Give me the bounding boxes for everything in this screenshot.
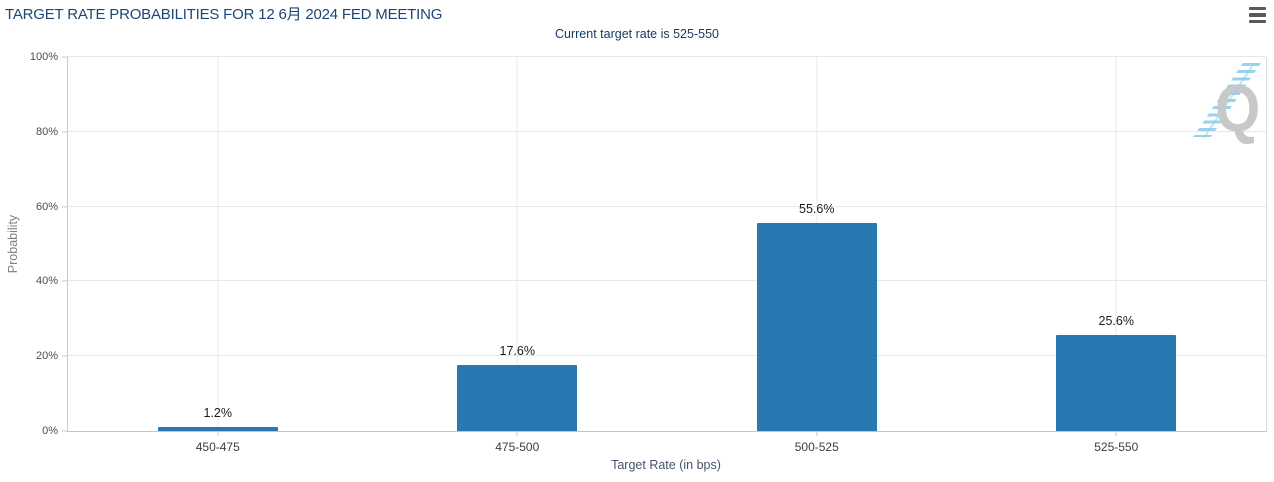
y-axis-tick: [62, 131, 68, 133]
x-axis-tick-label: 525-550: [1094, 440, 1139, 454]
bar-525-550: [1056, 335, 1177, 431]
y-axis-tick-label: 80%: [35, 125, 58, 138]
y-axis-tick-label: 40%: [35, 275, 58, 288]
gridline-horizontal: [68, 130, 1266, 132]
plot-area: Q 0% 20% 40% 60% 80% 100% 1.2% 450-475 17.6% 475-…: [30, 51, 1267, 454]
y-axis-tick: [62, 430, 68, 432]
x-axis-tick-label: 500-525: [794, 440, 839, 454]
hamburger-menu-icon: [1249, 7, 1266, 11]
gridline-horizontal: [68, 280, 1266, 282]
y-axis-title: Probability: [6, 214, 20, 274]
gridline-vertical: [1115, 57, 1117, 431]
x-axis-tick: [516, 431, 518, 436]
bar-475-500: [457, 365, 578, 431]
hamburger-menu-icon: [1249, 13, 1266, 17]
y-axis-tick: [62, 355, 68, 357]
quikstrike-watermark-icon: Q: [1192, 59, 1262, 191]
chart-subtitle: Current target rate is 525-550: [555, 27, 719, 41]
gridline-vertical: [217, 57, 219, 431]
bar-500-525: [756, 223, 877, 431]
watermark-dash-streak: [1193, 63, 1261, 137]
bar-value-label: 55.6%: [799, 202, 835, 217]
gridline-horizontal: [68, 355, 1266, 357]
bar-value-label: 25.6%: [1098, 314, 1134, 329]
watermark-diagonal-line: [1202, 65, 1252, 139]
x-axis-tick: [217, 431, 219, 436]
gridline-horizontal: [68, 205, 1266, 207]
chart-menu-button[interactable]: [1249, 7, 1267, 23]
y-axis-tick-label: 20%: [35, 350, 58, 363]
x-axis-tick: [816, 431, 818, 436]
x-axis-tick-label: 475-500: [495, 440, 540, 454]
bar-value-label: 17.6%: [499, 344, 535, 359]
gridline-vertical: [516, 57, 518, 431]
x-axis-tick: [1115, 431, 1117, 436]
hamburger-menu-icon: [1249, 19, 1266, 23]
y-axis-tick-label: 0%: [42, 425, 58, 437]
page-title: TARGET RATE PROBABILITIES FOR 12 6月 2024…: [5, 6, 443, 23]
y-axis-tick: [62, 280, 68, 282]
x-axis-tick-label: 450-475: [195, 440, 240, 454]
bar-value-label: 1.2%: [203, 405, 233, 420]
gridline-horizontal: [68, 56, 1266, 57]
y-axis-tick-label: 100%: [29, 51, 58, 63]
y-axis-tick: [62, 56, 68, 58]
bar-450-475: [157, 426, 278, 431]
x-axis-title: Target Rate (in bps): [611, 458, 721, 472]
y-axis-tick-label: 60%: [35, 200, 58, 213]
y-axis-tick: [62, 206, 68, 208]
